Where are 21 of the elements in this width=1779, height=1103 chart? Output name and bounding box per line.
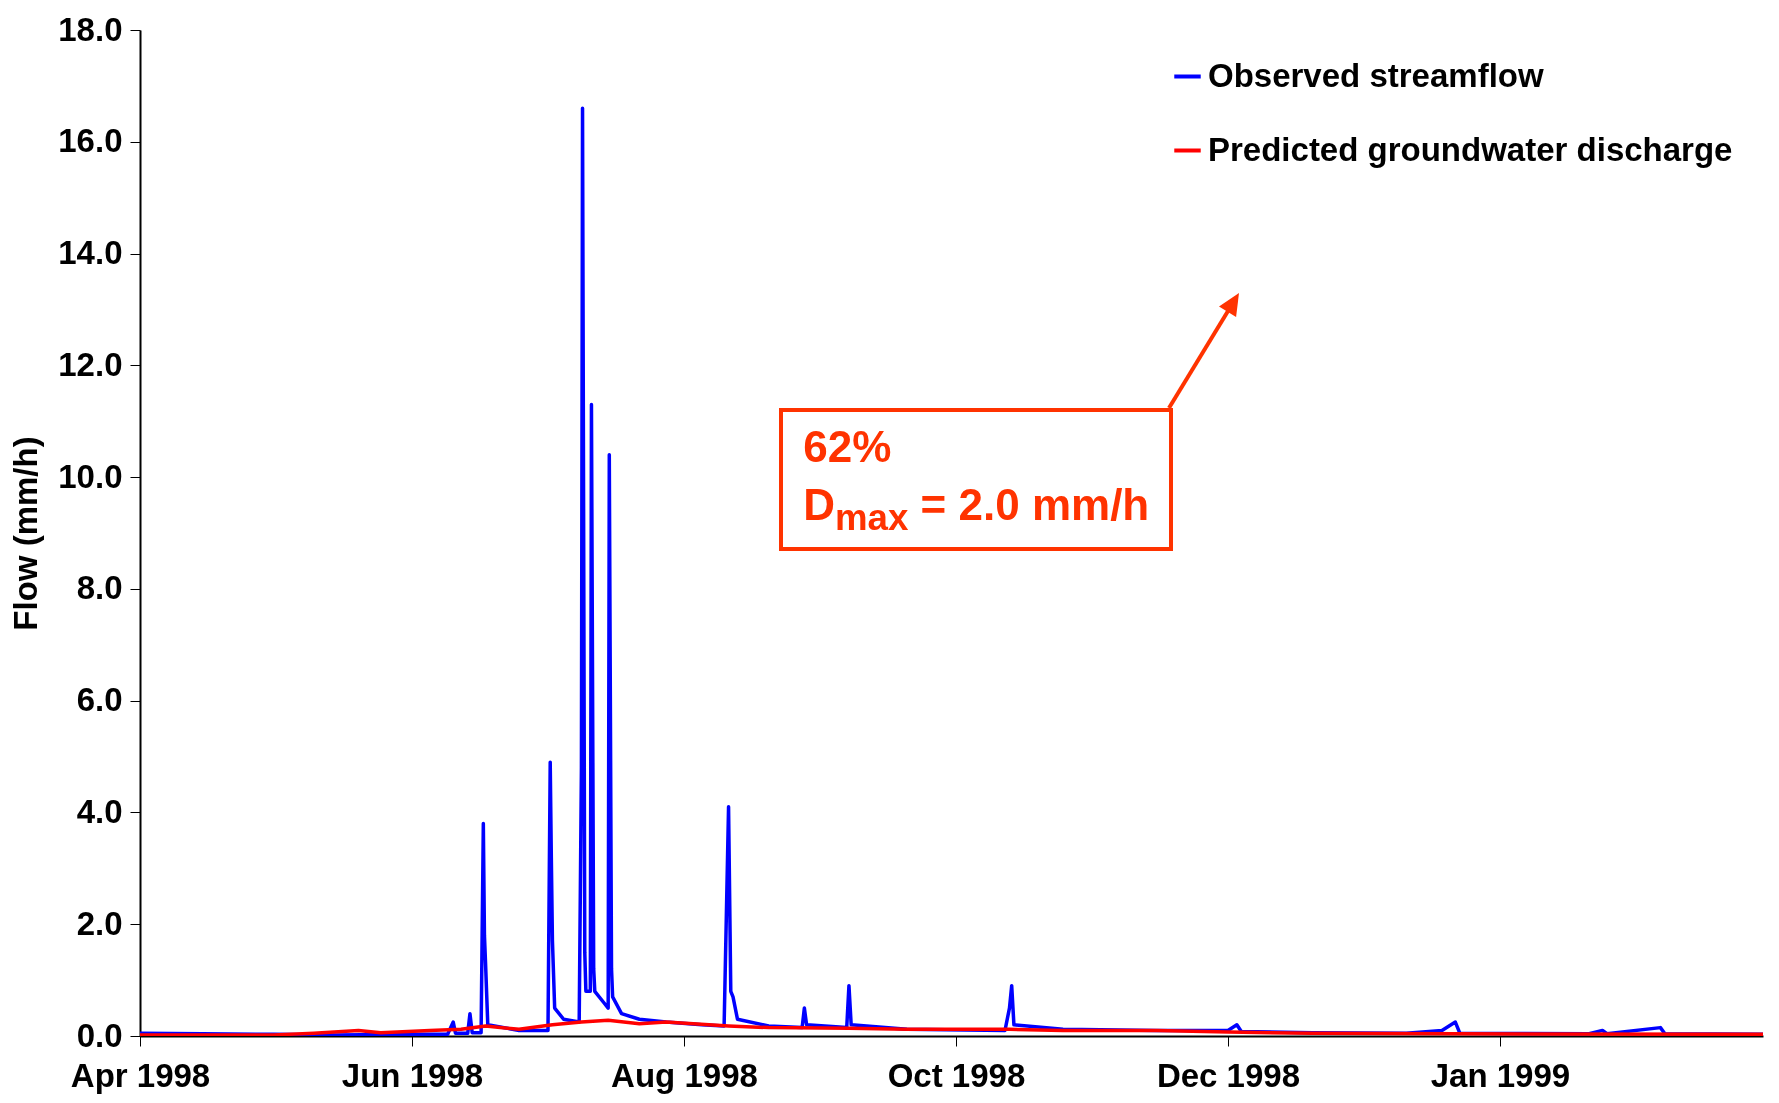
annotation: 62% <box>803 421 893 474</box>
x-tick-label: Dec 1998 <box>1156 1056 1301 1094</box>
x-tick-label: Aug 1998 <box>611 1056 758 1094</box>
legend-label: Observed streamflow <box>1208 56 1544 94</box>
x-tick-label: Apr 1998 <box>70 1056 211 1094</box>
y-tick-label: 2.0 <box>76 904 123 942</box>
y-tick-label: 16.0 <box>58 122 123 160</box>
y-tick-label: 6.0 <box>76 681 123 719</box>
annotation: D$_{max}$ = 2.0 mm/h <box>803 478 1150 540</box>
x-tick-label: Jan 1999 <box>1430 1056 1571 1094</box>
x-tick-label: Oct 1998 <box>887 1056 1026 1094</box>
legend-label: Predicted groundwater discharge <box>1208 130 1733 168</box>
x-tick-label: Jun 1998 <box>341 1056 484 1094</box>
y-tick-label: 4.0 <box>76 792 123 830</box>
y-tick-label: 12.0 <box>58 345 123 383</box>
y-tick-label: 14.0 <box>58 234 123 272</box>
y-tick-label: 10.0 <box>58 457 123 495</box>
y-tick-label: 0.0 <box>76 1016 123 1054</box>
y-tick-label: 8.0 <box>76 569 123 607</box>
y-axis-title: Flow (mm/h) <box>7 436 45 631</box>
y-tick-label: 18.0 <box>58 10 123 48</box>
